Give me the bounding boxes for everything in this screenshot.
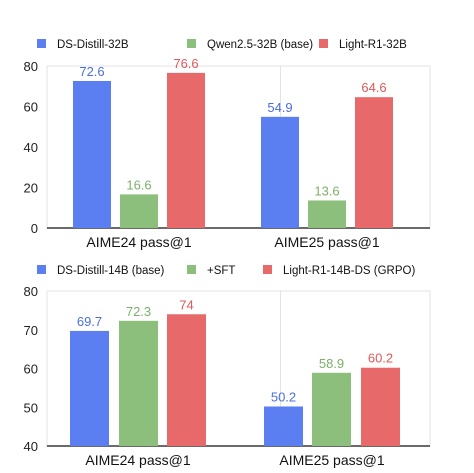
bar: [167, 314, 206, 446]
bar: [167, 72, 205, 228]
bar: [119, 320, 158, 446]
x-category-label: AIME24 pass@1: [85, 452, 190, 468]
bar-value-label: 50.2: [271, 389, 296, 404]
legend-swatch: [187, 265, 196, 274]
bar-value-label: 72.6: [79, 64, 104, 79]
y-tick-label: 40: [24, 140, 38, 155]
legend-swatch: [37, 39, 46, 48]
y-tick-label: 80: [24, 284, 38, 299]
bar-value-label: 64.6: [361, 80, 386, 95]
legend-swatch: [187, 39, 196, 48]
bar: [355, 97, 393, 228]
bar-value-label: 72.3: [126, 304, 151, 319]
y-tick-label: 20: [24, 181, 38, 196]
y-tick-label: 50: [24, 400, 38, 415]
bar: [73, 80, 111, 228]
legend-label: Qwen2.5-32B (base): [207, 39, 313, 51]
y-tick-label: 70: [24, 323, 38, 338]
y-tick-label: 0: [31, 221, 38, 236]
legend-label: +SFT: [207, 265, 235, 277]
bar: [264, 406, 303, 446]
bar-value-label: 74: [179, 297, 193, 312]
legend-swatch: [319, 39, 328, 48]
legend-label: DS-Distill-32B: [57, 39, 129, 51]
legend-swatch: [263, 265, 272, 274]
legend-label: Light-R1-14B-DS (GRPO): [283, 265, 415, 277]
y-tick-label: 60: [24, 100, 38, 115]
y-tick-label: 80: [24, 59, 38, 74]
legend-label: DS-Distill-14B (base): [57, 265, 165, 277]
bar: [361, 367, 400, 446]
x-category-label: AIME25 pass@1: [274, 234, 379, 250]
bar: [308, 200, 346, 228]
legend-label: Light-R1-32B: [339, 39, 407, 51]
x-category-label: AIME24 pass@1: [86, 234, 191, 250]
y-tick-label: 60: [24, 362, 38, 377]
bar-value-label: 76.6: [173, 56, 198, 71]
bar: [261, 116, 299, 228]
bar-value-label: 13.6: [314, 183, 339, 198]
bar-value-label: 54.9: [267, 100, 292, 115]
bar-value-label: 60.2: [368, 351, 393, 366]
bar-value-label: 16.6: [126, 177, 151, 192]
legend-swatch: [37, 265, 46, 274]
bar-value-label: 69.7: [77, 314, 102, 329]
bar: [312, 372, 351, 446]
bar: [70, 330, 109, 446]
y-tick-label: 40: [24, 439, 38, 454]
bar: [120, 194, 158, 228]
bar-value-label: 58.9: [319, 356, 344, 371]
x-category-label: AIME25 pass@1: [279, 452, 384, 468]
